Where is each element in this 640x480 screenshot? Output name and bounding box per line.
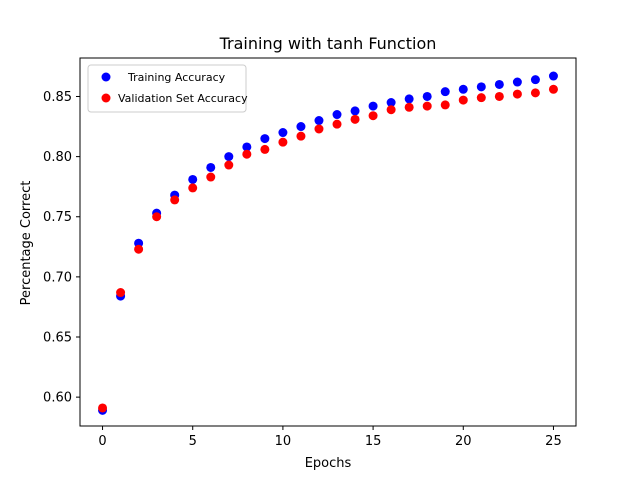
series-validation [98, 84, 558, 413]
data-point [422, 91, 432, 101]
data-point [350, 106, 360, 116]
data-point [188, 174, 198, 184]
data-point [386, 105, 396, 115]
data-point [440, 87, 450, 97]
data-point [494, 79, 504, 89]
data-point [476, 82, 486, 92]
y-axis-label: Percentage Correct [19, 181, 34, 306]
x-tick-label: 5 [189, 434, 197, 449]
data-point [332, 119, 342, 129]
data-point [530, 88, 540, 98]
data-point [386, 97, 396, 107]
x-axis-label: Epochs [305, 456, 352, 471]
x-tick-label: 25 [545, 434, 562, 449]
data-point [188, 183, 198, 193]
y-axis: 0.60 0.65 0.70 0.75 0.80 0.85 [43, 90, 80, 406]
data-point [206, 162, 216, 172]
x-axis: 0 5 10 15 20 25 [98, 426, 562, 449]
x-tick-label: 10 [275, 434, 292, 449]
data-point [350, 114, 360, 124]
plot-frame [79, 57, 577, 427]
x-tick-label: 20 [455, 434, 472, 449]
legend-label-training: Training Accuracy [127, 71, 226, 84]
chart-title: Training with tanh Function [219, 34, 437, 53]
data-point [314, 124, 324, 134]
data-point [242, 149, 252, 159]
data-point [260, 134, 270, 144]
x-tick-label: 0 [98, 434, 106, 449]
y-tick-label: 0.60 [43, 391, 72, 406]
legend-box [87, 64, 247, 113]
data-point [296, 122, 306, 132]
data-point [530, 75, 540, 85]
legend-marker-training [101, 72, 111, 82]
data-point [116, 288, 126, 298]
data-point [440, 100, 450, 110]
data-point [422, 101, 432, 111]
data-point [224, 160, 234, 170]
legend-label-validation: Validation Set Accuracy [118, 92, 248, 105]
x-tick-label: 15 [365, 434, 382, 449]
data-point [278, 128, 288, 138]
data-point [512, 89, 522, 99]
data-point [404, 102, 414, 112]
y-tick-label: 0.70 [43, 270, 72, 285]
data-point [476, 93, 486, 103]
data-point [494, 91, 504, 101]
data-point [206, 172, 216, 182]
y-tick-label: 0.65 [43, 331, 72, 346]
data-point [332, 110, 342, 120]
y-tick-label: 0.80 [43, 150, 72, 165]
data-point [134, 244, 144, 254]
legend-marker-validation [101, 93, 111, 103]
data-point [170, 195, 180, 205]
data-point [152, 212, 162, 222]
data-point [548, 84, 558, 94]
data-point [296, 131, 306, 141]
data-point [314, 116, 324, 126]
data-point [458, 84, 468, 94]
data-point [260, 144, 270, 154]
y-tick-label: 0.75 [43, 210, 72, 225]
y-tick-label: 0.85 [43, 90, 72, 105]
data-point [98, 403, 108, 413]
data-point [404, 94, 414, 104]
data-point [368, 111, 378, 121]
legend: Training Accuracy Validation Set Accurac… [87, 64, 248, 113]
data-point [224, 152, 234, 162]
data-point [368, 101, 378, 111]
data-marks [98, 71, 558, 415]
data-point [278, 137, 288, 147]
plot-area [79, 57, 577, 427]
data-point [512, 77, 522, 87]
data-point [458, 95, 468, 105]
data-point [548, 71, 558, 81]
data-point [242, 142, 252, 152]
